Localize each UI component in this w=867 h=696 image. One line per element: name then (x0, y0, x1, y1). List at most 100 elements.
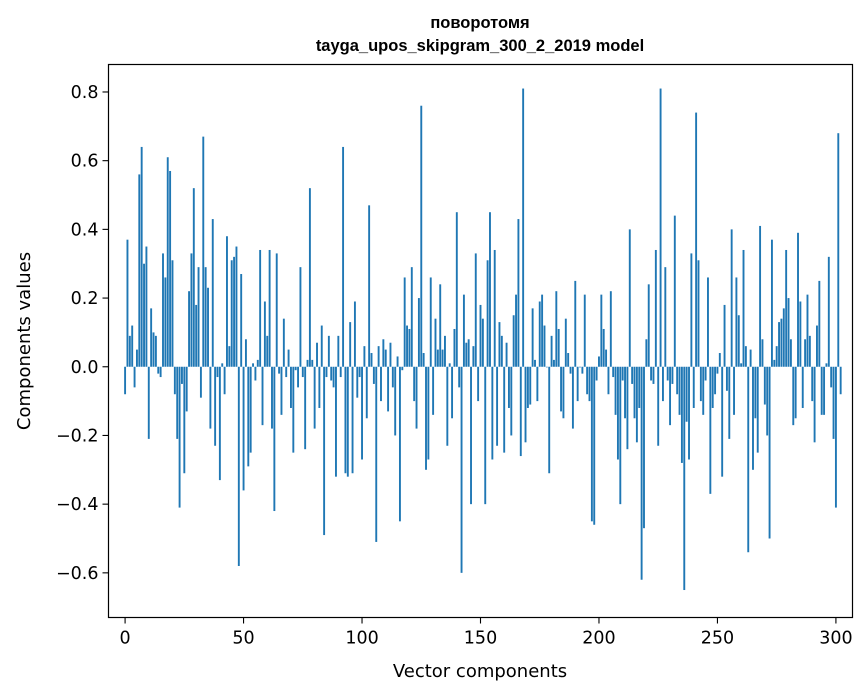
bar-155 (491, 366, 494, 460)
bar-6 (138, 174, 141, 367)
plot-frame (107, 63, 854, 619)
bar-225 (657, 366, 660, 446)
bar-142 (460, 366, 463, 573)
bar-2 (128, 335, 131, 367)
bar-232 (673, 215, 676, 367)
bar-26 (185, 366, 188, 412)
bar-288 (806, 294, 809, 367)
bar-64 (275, 253, 278, 367)
bar-20 (171, 260, 174, 367)
bar-206 (612, 366, 615, 378)
bar-81 (316, 342, 318, 367)
bar-231 (671, 366, 674, 384)
bar-284 (797, 232, 799, 367)
bar-45 (230, 260, 233, 367)
bar-143 (462, 294, 465, 367)
bar-133 (439, 284, 442, 367)
bar-301 (837, 133, 840, 367)
bar-189 (571, 366, 574, 429)
bar-9 (145, 246, 148, 367)
bar-119 (406, 325, 408, 367)
bar-162 (507, 366, 510, 408)
bar-260 (740, 363, 743, 367)
bar-1 (126, 239, 129, 367)
bar-214 (631, 366, 634, 384)
bar-196 (588, 366, 591, 402)
bar-117 (401, 366, 404, 371)
bar-140 (455, 212, 458, 367)
bar-186 (564, 318, 567, 367)
bar-208 (616, 366, 619, 460)
bar-152 (484, 366, 487, 505)
bar-169 (524, 366, 527, 443)
bar-240 (692, 366, 695, 408)
bar-5 (135, 349, 138, 367)
bar-128 (427, 366, 430, 460)
bar-91 (339, 366, 342, 378)
bar-60 (266, 335, 269, 367)
bar-19 (169, 170, 172, 367)
bar-98 (356, 366, 359, 398)
bar-13 (154, 335, 157, 367)
bar-67 (282, 318, 285, 367)
bar-201 (600, 294, 603, 367)
bar-277 (780, 318, 783, 367)
bar-253 (723, 304, 726, 367)
bar-115 (396, 356, 399, 367)
bar-234 (678, 366, 681, 415)
bar-47 (235, 246, 238, 367)
bar-138 (451, 366, 454, 419)
bar-280 (787, 298, 790, 367)
bar-242 (697, 260, 700, 367)
bar-250 (716, 366, 719, 374)
bar-285 (799, 301, 802, 367)
bar-229 (666, 366, 669, 381)
bar-211 (624, 366, 626, 419)
x-tick-label: 100 (345, 629, 378, 649)
bar-267 (756, 366, 759, 453)
y-tick-label: 0.6 (71, 152, 99, 172)
bar-134 (441, 349, 444, 367)
bar-179 (548, 366, 551, 474)
bar-46 (233, 256, 236, 367)
bar-202 (602, 328, 605, 367)
bar-86 (327, 335, 330, 367)
bar-178 (545, 366, 548, 368)
bar-83 (320, 325, 323, 367)
bar-22 (176, 366, 179, 439)
bar-217 (638, 366, 641, 408)
x-tick-label: 200 (582, 629, 615, 649)
bar-55 (254, 366, 257, 381)
bar-219 (643, 366, 645, 529)
bar-90 (337, 335, 340, 367)
y-axis-label: Components values (14, 252, 35, 430)
bar-12 (152, 332, 155, 367)
bar-154 (489, 212, 491, 367)
bar-50 (242, 366, 245, 491)
bar-118 (403, 277, 406, 367)
bar-28 (190, 253, 193, 367)
bar-290 (811, 366, 814, 402)
bar-84 (323, 366, 326, 536)
x-tick-label: 0 (120, 629, 131, 649)
bar-300 (834, 366, 837, 508)
bar-8 (143, 263, 145, 367)
bar-158 (498, 322, 501, 367)
bar-287 (804, 339, 807, 367)
bar-276 (778, 322, 780, 367)
bar-34 (204, 267, 207, 367)
bar-44 (228, 346, 231, 367)
bar-256 (730, 229, 733, 367)
bar-7 (140, 146, 143, 367)
bar-93 (344, 366, 347, 474)
bar-76 (304, 366, 307, 450)
bar-110 (384, 349, 387, 367)
bar-108 (380, 366, 382, 402)
bar-262 (744, 346, 747, 367)
bar-89 (335, 366, 337, 477)
bar-249 (714, 366, 717, 395)
bar-294 (820, 366, 823, 415)
bar-141 (458, 366, 461, 388)
bar-24 (181, 366, 183, 384)
bar-113 (391, 366, 394, 388)
